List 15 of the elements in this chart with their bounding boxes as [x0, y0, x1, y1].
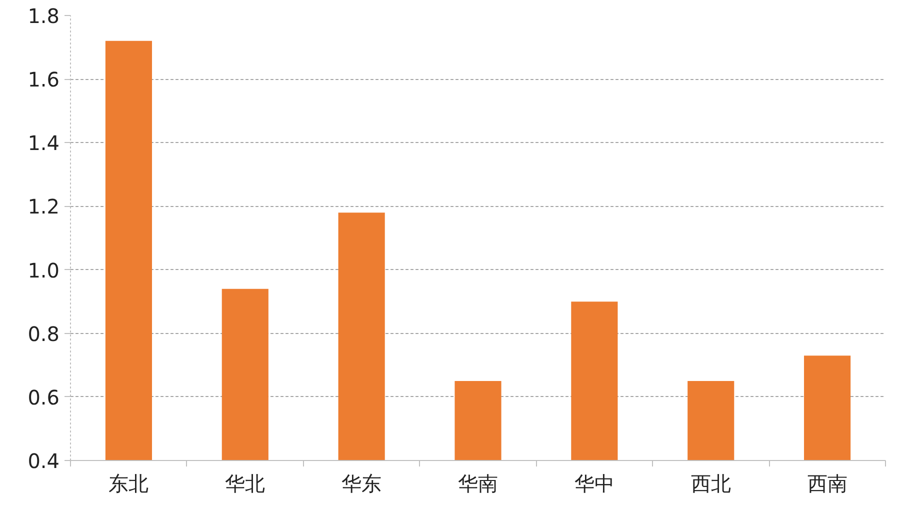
y-tick-label: 1.6: [28, 68, 60, 92]
y-tick-label: 0.4: [28, 449, 60, 473]
x-tick-label: 西北: [690, 472, 731, 496]
y-tick-label: 0.8: [28, 322, 60, 346]
x-tick-label: 西南: [807, 472, 848, 496]
x-tick-label: 东北: [108, 472, 149, 496]
y-tick-label: 1.4: [28, 131, 60, 156]
x-tick-label: 华北: [225, 472, 266, 496]
y-tick-label: 1.8: [28, 4, 60, 28]
x-tick-label: 华中: [574, 472, 614, 496]
y-tick-label: 0.6: [28, 385, 60, 410]
y-tick-label: 1.0: [28, 258, 60, 282]
y-tick-label: 1.2: [28, 194, 60, 219]
x-tick-label: 华南: [458, 472, 498, 496]
x-tick-label: 华东: [342, 472, 382, 496]
